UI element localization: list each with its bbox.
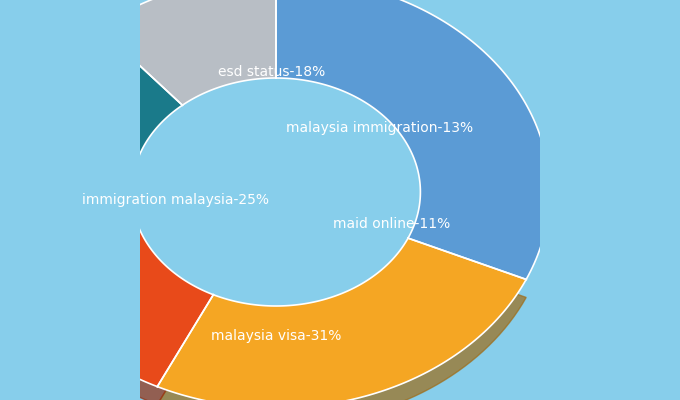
Text: malaysia visa-31%: malaysia visa-31% [211, 329, 341, 343]
Polygon shape [276, 0, 549, 280]
Polygon shape [3, 28, 182, 188]
Text: esd status-18%: esd status-18% [218, 65, 326, 79]
Text: immigration malaysia-25%: immigration malaysia-25% [82, 193, 269, 207]
Polygon shape [3, 185, 214, 387]
Polygon shape [99, 0, 276, 105]
Polygon shape [3, 203, 214, 400]
Polygon shape [157, 238, 526, 400]
Text: malaysia immigration-13%: malaysia immigration-13% [286, 121, 473, 135]
Polygon shape [157, 256, 526, 400]
Text: maid online-11%: maid online-11% [333, 217, 451, 231]
